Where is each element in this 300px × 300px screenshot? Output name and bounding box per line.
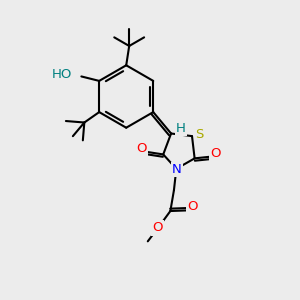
Text: HO: HO [52, 68, 72, 81]
Text: S: S [195, 128, 204, 141]
Text: O: O [152, 221, 163, 235]
Text: O: O [136, 142, 147, 155]
Text: H: H [176, 122, 185, 135]
Text: O: O [188, 200, 198, 213]
Text: O: O [210, 147, 221, 161]
Text: N: N [172, 163, 182, 176]
